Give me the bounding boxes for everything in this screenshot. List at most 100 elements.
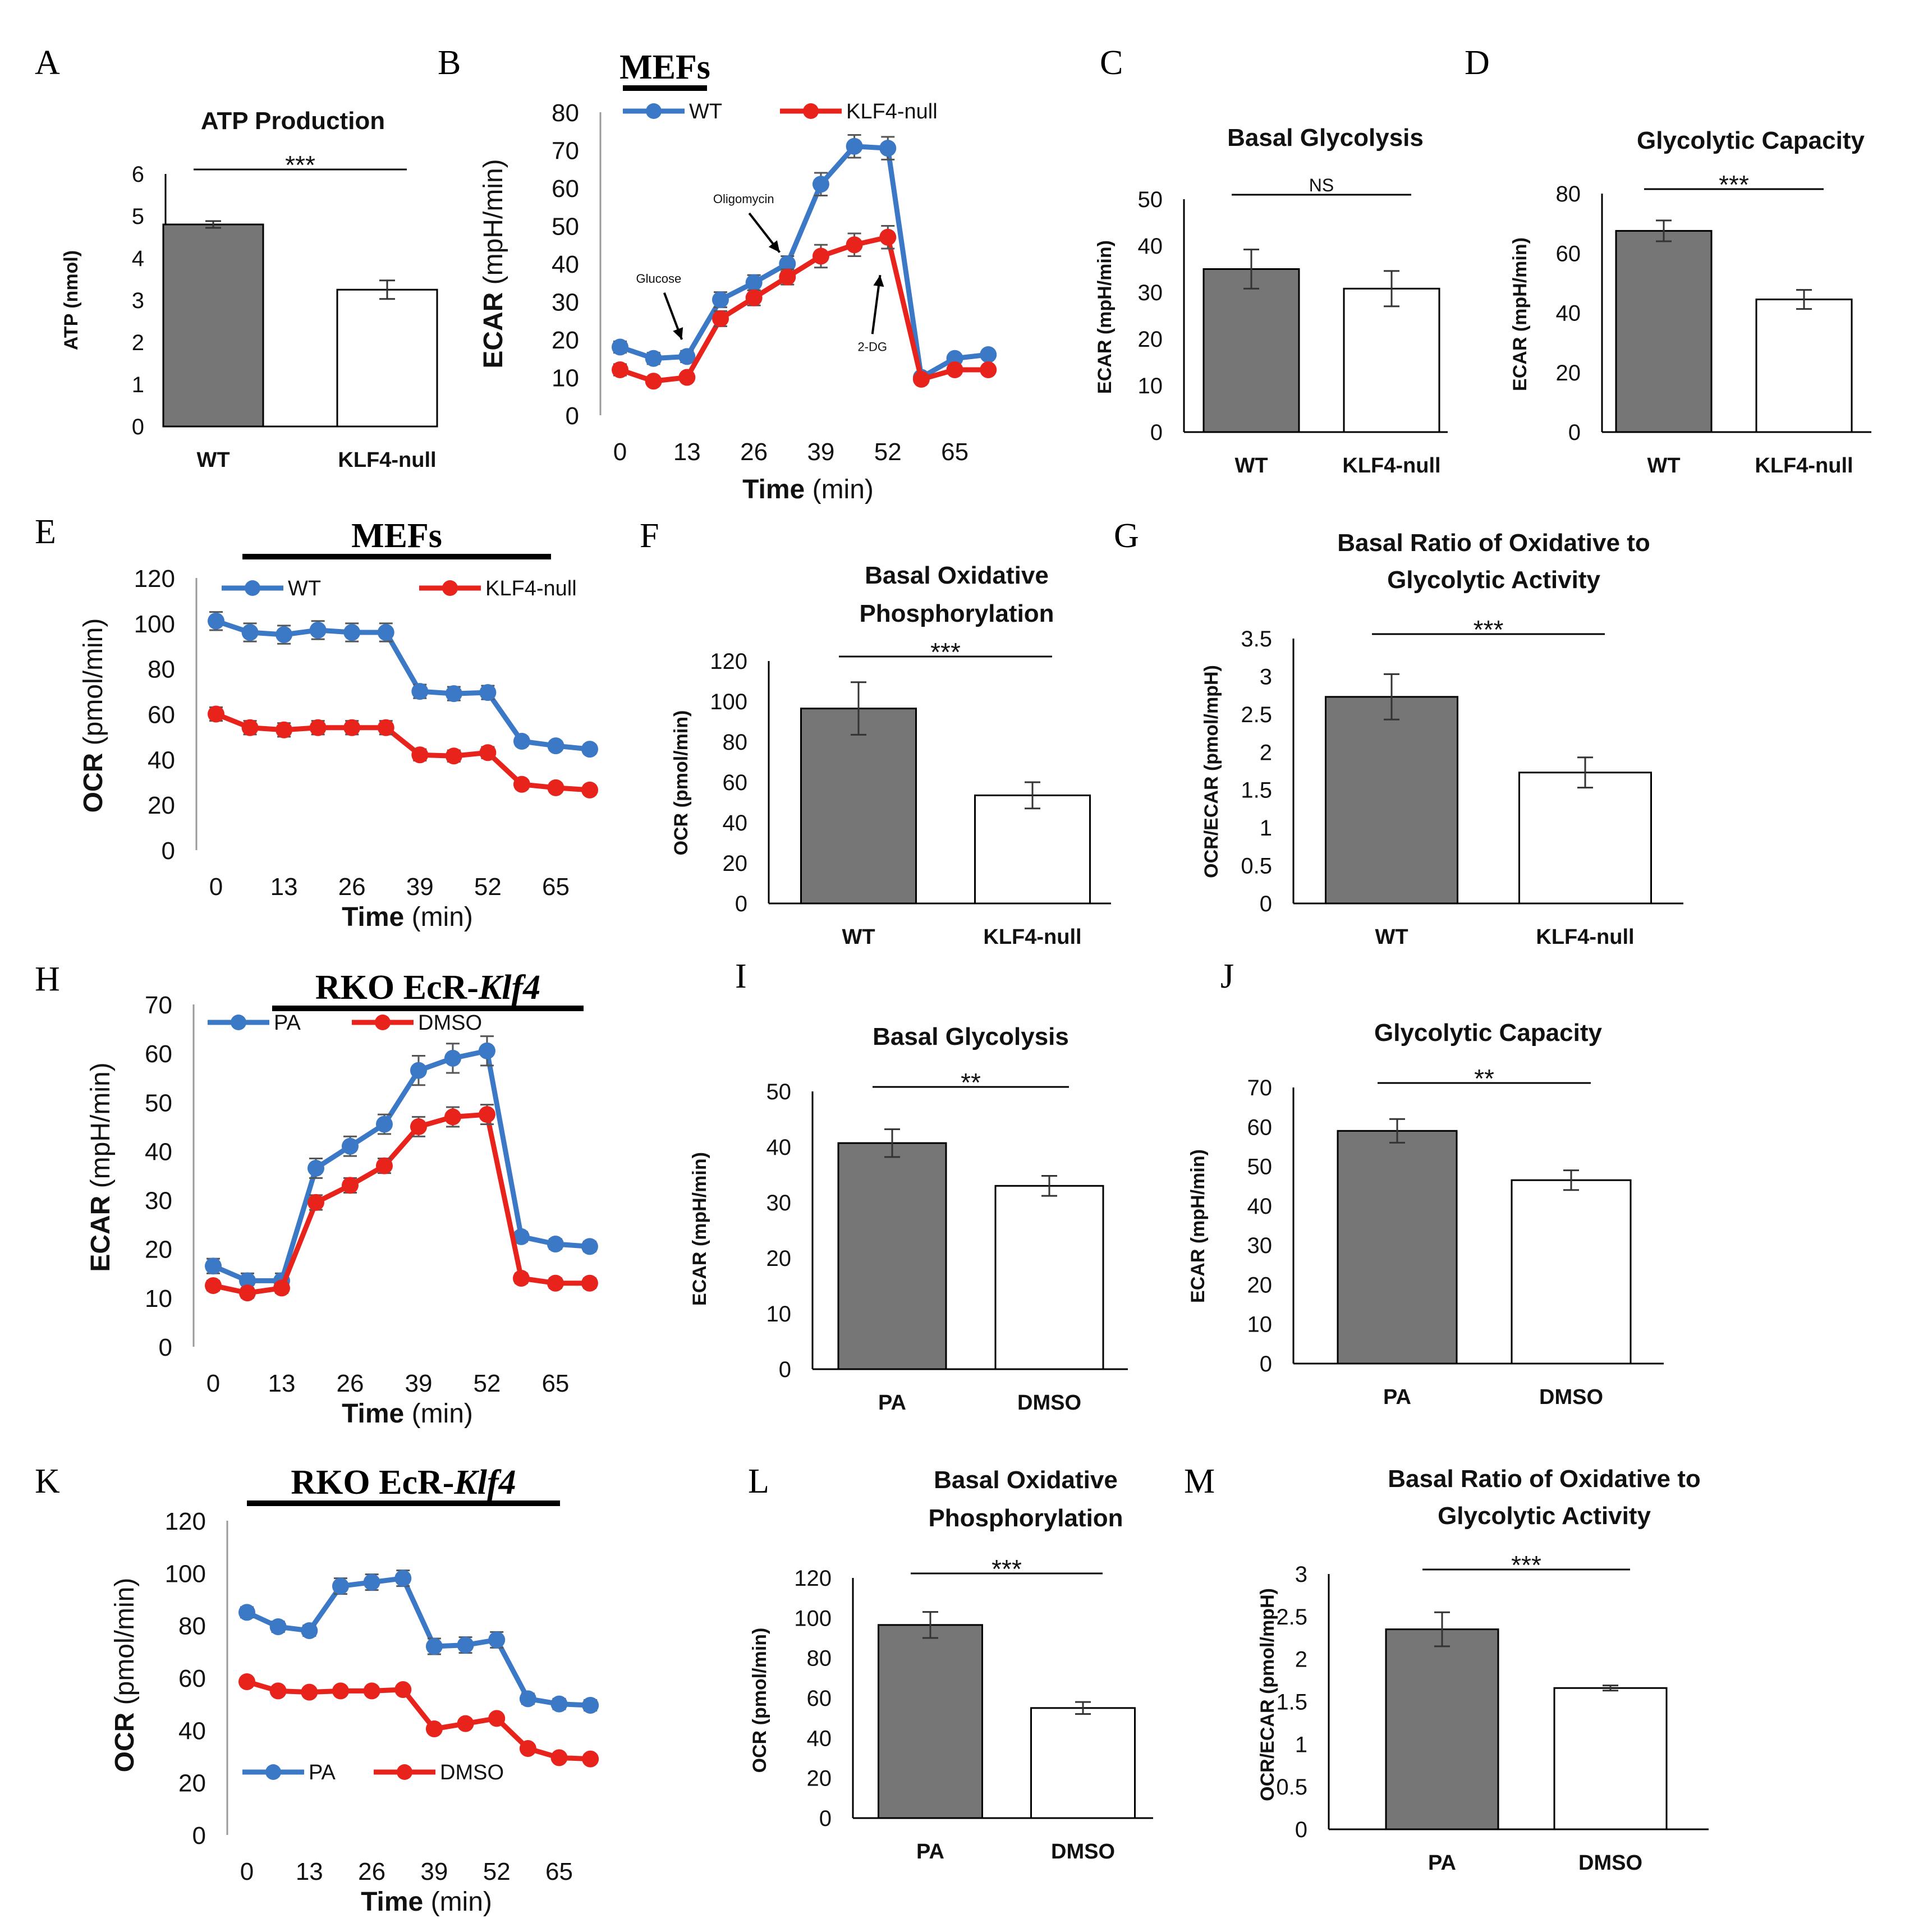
annotation-arrowhead bbox=[768, 240, 780, 253]
data-point bbox=[745, 274, 763, 291]
panel-letter: M bbox=[1184, 1462, 1215, 1500]
y-tick-label: 20 bbox=[766, 1246, 792, 1271]
significance-label: ** bbox=[961, 1068, 981, 1097]
y-axis-label-unit: (pmol/min) bbox=[79, 618, 108, 753]
chart-title: Basal Glycolysis bbox=[1227, 124, 1424, 152]
data-point bbox=[779, 255, 796, 272]
chart-title-line-2: Glycolytic Activity bbox=[1438, 1502, 1651, 1530]
legend-label: PA bbox=[309, 1761, 336, 1784]
y-axis-label-unit: (pmol/mpH) bbox=[1257, 1588, 1278, 1699]
condition-title: RKO EcR-Klf4 bbox=[291, 1463, 516, 1502]
annotation-arrowhead bbox=[673, 327, 683, 339]
panel-h: H RKO EcR-Klf4 0 10 20 30 40 50 60 70 0 13 26 39 52 65 P… bbox=[35, 960, 598, 1429]
y-axis-label-unit: (nmol) bbox=[61, 250, 82, 314]
data-point bbox=[307, 1159, 324, 1177]
y-tick-label: 0 bbox=[159, 1334, 172, 1361]
legend-label: WT bbox=[288, 577, 321, 600]
panel-letter: E bbox=[35, 513, 56, 551]
y-tick-label: 70 bbox=[552, 137, 579, 165]
x-tick-label: 52 bbox=[473, 1370, 501, 1397]
x-tick-label: 26 bbox=[338, 873, 366, 901]
category-label: DMSO bbox=[1051, 1840, 1115, 1864]
panel-letter: I bbox=[735, 957, 747, 995]
bar-klf4-null bbox=[336, 288, 438, 428]
x-tick-label: 0 bbox=[206, 1370, 220, 1397]
y-tick-label: 120 bbox=[134, 565, 175, 593]
data-point bbox=[375, 1116, 393, 1133]
bar-wt bbox=[1202, 268, 1300, 433]
data-point bbox=[547, 737, 564, 755]
legend-marker bbox=[245, 580, 260, 596]
x-axis-label-unit: (min) bbox=[805, 475, 874, 504]
x-tick-label: 0 bbox=[240, 1858, 254, 1885]
y-axis-label-e: OCR (pmol/min) bbox=[79, 618, 108, 813]
data-point bbox=[550, 1695, 568, 1713]
data-point bbox=[550, 1749, 568, 1766]
data-point bbox=[712, 291, 729, 309]
y-axis-label-main: OCR bbox=[79, 753, 108, 813]
condition-title-main: RKO EcR- bbox=[291, 1463, 454, 1502]
y-axis-label-unit: (pmol/mpH) bbox=[1201, 665, 1222, 776]
x-tick-label: 52 bbox=[483, 1858, 511, 1885]
y-tick-label: 20 bbox=[1138, 327, 1163, 352]
chart-title-line-2: Phosphorylation bbox=[928, 1504, 1123, 1532]
bar-wt bbox=[162, 223, 264, 428]
y-axis-label-l: OCR (pmol/min) bbox=[749, 1628, 770, 1773]
panel-letter: G bbox=[1114, 517, 1139, 555]
data-point bbox=[582, 1750, 599, 1768]
x-tick-label: 13 bbox=[296, 1858, 323, 1885]
significance-label: *** bbox=[992, 1554, 1022, 1584]
condition-title: MEFs bbox=[619, 48, 710, 86]
x-axis-label-unit: (min) bbox=[404, 1399, 473, 1429]
data-point bbox=[238, 1284, 256, 1302]
y-tick-label: 70 bbox=[1247, 1076, 1273, 1100]
condition-title-main: RKO EcR- bbox=[315, 969, 479, 1007]
bar-wt bbox=[1615, 230, 1713, 433]
y-tick-label: 0 bbox=[162, 837, 175, 865]
y-axis-label-main: ECAR bbox=[1094, 340, 1116, 394]
y-tick-label: 20 bbox=[723, 851, 748, 876]
data-point bbox=[879, 140, 897, 157]
annotation-label: Glucose bbox=[636, 272, 681, 286]
y-tick-label: 50 bbox=[552, 213, 579, 241]
data-point bbox=[512, 1228, 530, 1245]
significance-label: NS bbox=[1309, 175, 1334, 195]
x-tick-label: 39 bbox=[807, 438, 834, 466]
x-axis-label: Time (min) bbox=[342, 1399, 473, 1429]
data-point bbox=[444, 1108, 461, 1126]
data-point bbox=[410, 1118, 427, 1135]
data-point bbox=[411, 746, 429, 764]
chart-title: Glycolytic Capacity bbox=[1637, 127, 1865, 154]
data-point bbox=[394, 1681, 412, 1698]
data-point bbox=[343, 719, 361, 736]
y-tick-label: 20 bbox=[807, 1766, 832, 1791]
legend-marker bbox=[375, 1015, 391, 1030]
y-axis-label-d: ECAR (mpH/min) bbox=[1509, 237, 1531, 391]
data-point bbox=[678, 348, 696, 365]
panel-letter: K bbox=[35, 1462, 60, 1500]
data-point bbox=[512, 1270, 530, 1287]
panel-letter: C bbox=[1100, 44, 1123, 82]
y-tick-label: 0 bbox=[735, 892, 747, 916]
y-tick-label: 20 bbox=[178, 1770, 206, 1797]
panel-e: E MEFs 0 20 40 60 80 100 120 0 13 26 39 52 65 WT KLF4-nu… bbox=[35, 513, 599, 932]
significance-label: *** bbox=[1474, 615, 1504, 644]
data-point bbox=[812, 176, 829, 193]
x-axis-label-main: Time bbox=[361, 1887, 423, 1917]
y-tick-label: 3 bbox=[1260, 664, 1272, 689]
y-tick-label: 1.5 bbox=[1276, 1690, 1307, 1715]
x-axis-label-unit: (min) bbox=[404, 902, 473, 932]
x-axis-label: Time (min) bbox=[342, 902, 473, 932]
data-point bbox=[582, 1697, 599, 1714]
x-axis-label: Time (min) bbox=[742, 475, 874, 504]
chart-title-line-2: Phosphorylation bbox=[859, 600, 1054, 627]
y-tick-label: 3.5 bbox=[1241, 627, 1272, 651]
data-point bbox=[238, 1604, 255, 1621]
data-point bbox=[341, 1177, 359, 1194]
y-tick-label: 40 bbox=[552, 251, 579, 278]
data-point bbox=[645, 373, 662, 390]
y-axis-label-j: ECAR (mpH/min) bbox=[1187, 1149, 1209, 1303]
y-tick-label: 10 bbox=[145, 1285, 172, 1313]
y-axis-label-main: ECAR bbox=[86, 1196, 116, 1272]
y-tick-label: 40 bbox=[723, 811, 748, 836]
